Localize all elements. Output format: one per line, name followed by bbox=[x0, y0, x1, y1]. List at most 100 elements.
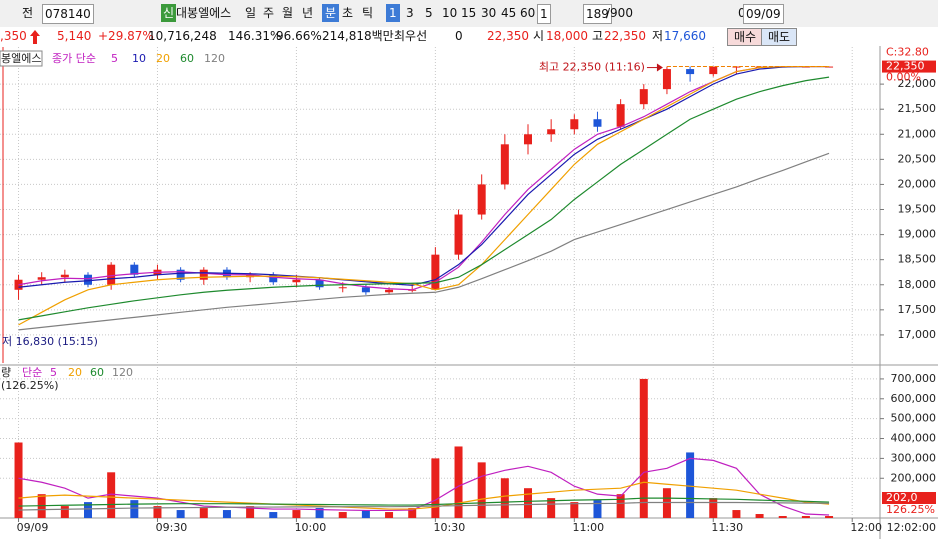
quote-field: 146.31% bbox=[228, 29, 282, 43]
candle-body bbox=[547, 129, 556, 135]
toolbar-item[interactable]: 주 bbox=[263, 6, 275, 20]
volume-bar bbox=[338, 512, 347, 518]
toolbar-item[interactable]: 15 bbox=[461, 6, 477, 20]
order-button[interactable]: 매수 bbox=[727, 28, 764, 46]
ma-line bbox=[18, 76, 830, 321]
candle-body bbox=[315, 279, 324, 288]
toolbar-item[interactable]: 078140 bbox=[42, 4, 94, 24]
toolbar-item[interactable]: 3 bbox=[406, 6, 414, 20]
volume-bar bbox=[153, 506, 162, 518]
legend-entry: 60 bbox=[90, 366, 104, 379]
y-tick-label: 18,000 bbox=[898, 278, 937, 291]
legend-box bbox=[0, 50, 43, 67]
candle-body bbox=[107, 264, 116, 285]
volume-bar bbox=[755, 514, 764, 518]
toolbar-item[interactable]: 년 bbox=[302, 6, 314, 20]
volume-bar bbox=[269, 512, 278, 518]
legend-entry: 120 bbox=[112, 366, 133, 379]
volume-bar bbox=[825, 516, 834, 518]
quote-field: ,350 bbox=[0, 29, 27, 43]
y-tick-label: 22,000 bbox=[898, 77, 937, 90]
legend-entry: 120 bbox=[204, 52, 225, 65]
y-tick-label: 300,000 bbox=[891, 451, 937, 464]
volume-bar bbox=[84, 502, 92, 518]
volume-bar bbox=[130, 500, 139, 518]
volume-bar bbox=[547, 498, 556, 518]
candle-body bbox=[639, 89, 648, 105]
x-tick-label: 09/09 bbox=[17, 521, 49, 534]
toolbar-row2: ,350 5,140 +29.87% 10,716,248 146.31% 96.66% 2… bbox=[0, 27, 938, 47]
toolbar-item[interactable]: 1 bbox=[537, 4, 551, 24]
y-tick-label: 19,500 bbox=[898, 203, 937, 216]
toolbar-item[interactable]: 1 bbox=[386, 4, 400, 22]
candle-body bbox=[84, 274, 92, 285]
y-tick-label: 400,000 bbox=[891, 432, 937, 445]
candle-body bbox=[338, 287, 347, 289]
toolbar-item[interactable]: 09/09 bbox=[743, 4, 784, 24]
quote-field: 214,818백만 bbox=[322, 29, 394, 43]
candle-body bbox=[500, 144, 509, 185]
candle-body bbox=[570, 119, 579, 130]
y-tick-label: 17,000 bbox=[898, 328, 937, 341]
toolbar-item[interactable]: 틱 bbox=[362, 6, 374, 20]
candle-body bbox=[616, 104, 625, 127]
chart: 17,000 17,500 18,000 18,500 19,000 19,500 20,0… bbox=[0, 46, 938, 539]
volume-bar bbox=[709, 498, 718, 518]
legend-entry: 5 bbox=[50, 366, 57, 379]
last-change-label: 0.00% bbox=[886, 71, 921, 84]
y-tick-label: 19,000 bbox=[898, 228, 937, 241]
volume-bar bbox=[60, 506, 69, 518]
toolbar-item[interactable]: 10 bbox=[442, 6, 458, 20]
quote-field: 96.66% bbox=[276, 29, 322, 43]
candle-body bbox=[385, 289, 394, 293]
toolbar-item[interactable]: 분 bbox=[322, 4, 340, 22]
quote-field: 10,716,248 bbox=[148, 29, 217, 43]
volume-bar bbox=[686, 452, 695, 518]
candle-body bbox=[199, 269, 208, 280]
volume-tag-label: 202,0 bbox=[886, 491, 918, 504]
y-tick-label: 600,000 bbox=[891, 392, 937, 405]
ma-line bbox=[18, 481, 830, 510]
candle-body bbox=[60, 274, 69, 278]
volume-bar bbox=[639, 378, 648, 518]
candle-body bbox=[454, 214, 463, 255]
legend-prefix: 량 bbox=[1, 366, 11, 379]
quote-field: 저 bbox=[652, 29, 664, 43]
toolbar-item[interactable]: 5 bbox=[425, 6, 433, 20]
time-label: 12:02:00 bbox=[887, 521, 936, 534]
candle-body bbox=[431, 254, 440, 290]
ma-line bbox=[18, 65, 830, 291]
legend-entry: 60 bbox=[180, 52, 194, 65]
candle-body bbox=[37, 277, 46, 280]
y-tick-label: 21,000 bbox=[898, 127, 937, 140]
legend-prefix: 봉엘에스 bbox=[1, 52, 41, 65]
legend-entry: 20 bbox=[156, 52, 170, 65]
volume-bar bbox=[385, 512, 394, 518]
toolbar-item[interactable]: 일 bbox=[245, 6, 257, 20]
volume-bar bbox=[176, 510, 185, 518]
toolbar-item: 신 bbox=[161, 4, 177, 22]
up-arrow-icon bbox=[30, 30, 40, 44]
candle-body bbox=[269, 274, 278, 283]
high-annotation: 최고 22,350 (11:16) bbox=[539, 61, 645, 74]
toolbar-item[interactable]: 45 bbox=[501, 6, 517, 20]
toolbar-item[interactable]: 초 bbox=[342, 6, 354, 20]
last-price-tag bbox=[882, 60, 936, 73]
plot-bg bbox=[0, 46, 938, 539]
toolbar-row1: 전 078140 신 대봉엘에스 일 주 월 년 분 초 틱 1 3 5 10 15 30 45 60 1 189/90… bbox=[0, 0, 938, 28]
candle-body bbox=[709, 66, 718, 75]
volume-bar bbox=[408, 508, 417, 518]
x-tick-label: 11:00 bbox=[572, 521, 604, 534]
legend-title: 단순 bbox=[22, 366, 42, 379]
volume-bar bbox=[14, 442, 23, 518]
toolbar-item[interactable]: 월 bbox=[282, 6, 294, 20]
ma-line bbox=[18, 497, 830, 507]
volume-bar bbox=[431, 458, 440, 518]
order-button[interactable]: 매도 bbox=[761, 28, 798, 46]
toolbar-item[interactable]: 30 bbox=[481, 6, 497, 20]
volume-ratio: (126.25%) bbox=[1, 379, 59, 392]
candle-body bbox=[524, 134, 532, 145]
volume-bar bbox=[778, 516, 787, 518]
toolbar-item[interactable]: 60 bbox=[520, 6, 536, 20]
